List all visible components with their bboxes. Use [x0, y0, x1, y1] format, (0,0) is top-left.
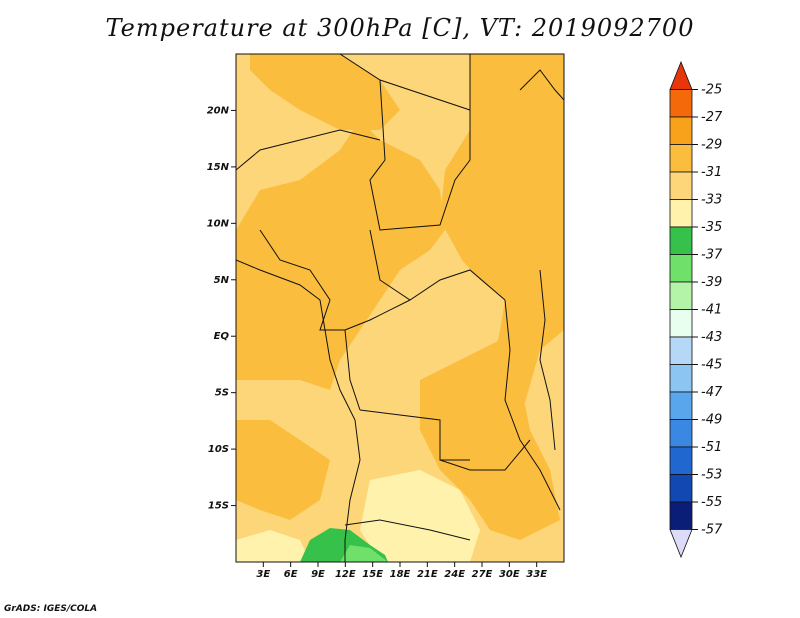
border-angola-south — [344, 519, 471, 541]
colorbar-swatch — [669, 171, 693, 200]
border-angola-drc — [359, 409, 470, 461]
field-warm-south — [420, 340, 560, 540]
border-drc-north — [344, 299, 411, 331]
colorbar-label: -39 — [701, 275, 722, 290]
colorbar-swatch — [669, 309, 693, 338]
colorbar-label: -35 — [701, 220, 722, 235]
colorbar-label: -55 — [701, 495, 722, 510]
colorbar-label: -25 — [701, 83, 722, 98]
lat-tick-label: 20N — [207, 105, 230, 116]
colorbar-label: -45 — [701, 358, 722, 373]
colorbar-label: -47 — [701, 385, 723, 400]
colorbar-label: -57 — [701, 523, 723, 538]
border-niger-chad — [236, 129, 381, 171]
colorbar-swatch — [669, 529, 693, 559]
colorbar-label: -27 — [701, 110, 723, 125]
border-drc-west — [344, 329, 361, 411]
colorbar-label: -41 — [701, 303, 722, 318]
lon-tick-label: 33E — [526, 569, 547, 580]
lat-tick-label: 15S — [208, 501, 229, 512]
colorbar-label: -43 — [701, 330, 722, 345]
field-warm-central — [236, 120, 445, 390]
colorbar-swatch — [669, 199, 693, 228]
colorbar-label: -53 — [701, 468, 722, 483]
border-zambia — [439, 439, 531, 471]
lat-tick-label: EQ — [214, 331, 230, 342]
coast-red-sea — [519, 69, 564, 101]
colorbar-swatch — [669, 144, 693, 173]
field-warm-sw — [236, 420, 330, 520]
border-east-lakes — [504, 299, 561, 511]
colorbar-label: -29 — [701, 138, 722, 153]
temperature-field — [236, 54, 564, 562]
country-borders — [236, 54, 564, 562]
lon-tick-label: 9E — [311, 569, 325, 580]
colorbar-label: -33 — [701, 193, 722, 208]
lat-tick-label: 10S — [208, 444, 229, 455]
lon-tick-label: 12E — [335, 569, 356, 580]
colorbar-swatch — [669, 60, 693, 90]
colorbar-label: -49 — [701, 413, 722, 428]
lon-tick-label: 18E — [390, 569, 411, 580]
colorbar-swatch — [669, 474, 693, 503]
field-cool-sw — [236, 530, 310, 562]
colorbar-label: -51 — [701, 440, 722, 455]
lon-tick-label: 6E — [284, 569, 298, 580]
lat-tick-label: 10N — [207, 218, 230, 229]
field-warm-north — [250, 54, 400, 130]
lat-tick-label: 5S — [215, 388, 229, 399]
colorbar-label: -31 — [701, 165, 722, 180]
colorbar-swatch — [669, 336, 693, 365]
map-title: Temperature at 300hPa [C], VT: 201909270… — [105, 14, 695, 42]
border-car — [369, 229, 506, 301]
colorbar-label: -37 — [701, 248, 723, 263]
border-east-africa — [539, 269, 556, 451]
colorbar-swatch — [669, 364, 693, 393]
colorbar-swatch — [669, 281, 693, 310]
lon-tick-label: 30E — [499, 569, 520, 580]
border-chad-sudan — [369, 79, 471, 231]
lon-tick-label: 24E — [444, 569, 465, 580]
grads-credit: GrADS: IGES/COLA — [4, 604, 98, 614]
colorbar-swatch — [669, 254, 693, 283]
lat-tick-label: 15N — [207, 162, 230, 173]
longitude-axis: 3E 6E 9E 12E 15E 18E 21E 24E 27E 30E 33E — [256, 562, 547, 580]
colorbar-swatch — [669, 89, 693, 118]
border-libya-egypt — [339, 54, 471, 111]
border-nigeria-cameroon — [259, 229, 345, 331]
lat-tick-label: 5N — [214, 275, 230, 286]
colorbar: -25 -27 -29 -31 -33 -35 -37 -39 -41 -43 -45 -47 -49 -… — [669, 60, 723, 559]
lon-tick-label: 21E — [417, 569, 438, 580]
colorbar-swatch — [669, 501, 693, 530]
lon-tick-label: 27E — [472, 569, 493, 580]
colorbar-swatch — [669, 446, 693, 475]
lon-tick-label: 15E — [362, 569, 383, 580]
coast-west-africa — [236, 259, 361, 562]
colorbar-swatch — [669, 226, 693, 255]
colorbar-swatch — [669, 391, 693, 420]
field-warm-east — [440, 54, 564, 480]
latitude-axis: 20N 15N 10N 5N EQ 5S 10S 15S — [207, 105, 236, 512]
lon-tick-label: 3E — [256, 569, 270, 580]
field-cool-south — [360, 470, 480, 562]
colorbar-swatch — [669, 419, 693, 448]
colorbar-swatch — [669, 116, 693, 145]
field-light-green-patch — [340, 545, 388, 562]
